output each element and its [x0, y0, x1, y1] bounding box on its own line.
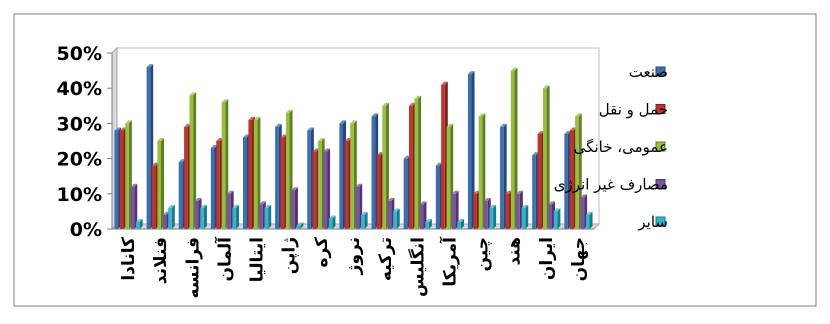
legend-item: حمل و نقل — [599, 101, 668, 119]
legend-swatch — [655, 179, 666, 189]
x-tick-label: جهان — [569, 237, 589, 281]
bar — [543, 85, 550, 229]
bar — [168, 204, 175, 229]
bar — [361, 211, 368, 229]
y-tick-label: 30% — [57, 113, 102, 135]
bar — [264, 204, 272, 229]
bar — [457, 218, 464, 229]
y-tick-label: 10% — [57, 184, 102, 206]
legend-swatch — [655, 141, 666, 152]
legend-swatch — [655, 104, 666, 114]
legend-swatch — [655, 216, 666, 227]
x-tick-label: کره — [312, 237, 332, 268]
bar — [393, 208, 400, 229]
y-tick-label: 50% — [57, 43, 102, 65]
legend-item: عمومی، خانگی — [574, 138, 668, 156]
x-tick-label: کانادا — [119, 237, 139, 281]
x-tick-label: انگلیس — [407, 237, 428, 297]
x-tick-label: چین — [473, 237, 493, 272]
x-tick-label: ایتالیا — [248, 237, 268, 282]
bar — [253, 116, 261, 229]
legend-item: مصارف غیر انرژی — [554, 176, 668, 194]
y-tick-label: 20% — [57, 149, 102, 171]
bar — [328, 215, 336, 229]
bar — [467, 71, 475, 230]
bar — [510, 67, 518, 229]
bar — [157, 138, 164, 229]
legend-label: حمل و نقل — [599, 101, 668, 119]
x-tick-label: ژاپن — [280, 237, 300, 274]
legend-label: سایر — [637, 213, 668, 231]
bar — [130, 183, 138, 229]
bar — [232, 204, 240, 229]
bar — [478, 113, 486, 229]
bar — [189, 92, 197, 230]
legend-item: سایر — [637, 213, 668, 231]
bar — [489, 204, 497, 229]
legend-label: صنعت — [629, 63, 668, 81]
legend-label: عمومی، خانگی — [574, 138, 668, 156]
y-tick-label: 40% — [57, 78, 102, 100]
bar — [296, 222, 304, 229]
bar — [382, 102, 389, 229]
bar — [200, 204, 207, 229]
y-tick-label: 0% — [70, 219, 102, 241]
x-tick-label: آمریکا — [438, 236, 460, 287]
x-tick-label: ایران — [537, 237, 557, 280]
bar — [585, 211, 593, 229]
bar — [425, 218, 432, 229]
x-tick-label: آلمان — [213, 236, 235, 282]
x-tick-label: فنلاند — [151, 237, 171, 284]
legend-item: صنعت — [629, 63, 668, 81]
x-tick-label: هند — [505, 237, 525, 266]
x-tick-label: ترکیه — [376, 237, 396, 281]
bar — [414, 95, 422, 229]
bar — [553, 208, 561, 229]
legend-label: مصارف غیر انرژی — [554, 176, 668, 194]
x-tick-label: نروژ — [344, 237, 364, 275]
bar — [323, 148, 331, 229]
legend-swatch — [655, 66, 666, 77]
bar — [291, 187, 298, 229]
bar — [452, 190, 459, 229]
x-tick-label: فرانسه — [183, 237, 203, 299]
bar — [136, 218, 143, 229]
bar — [521, 204, 529, 229]
